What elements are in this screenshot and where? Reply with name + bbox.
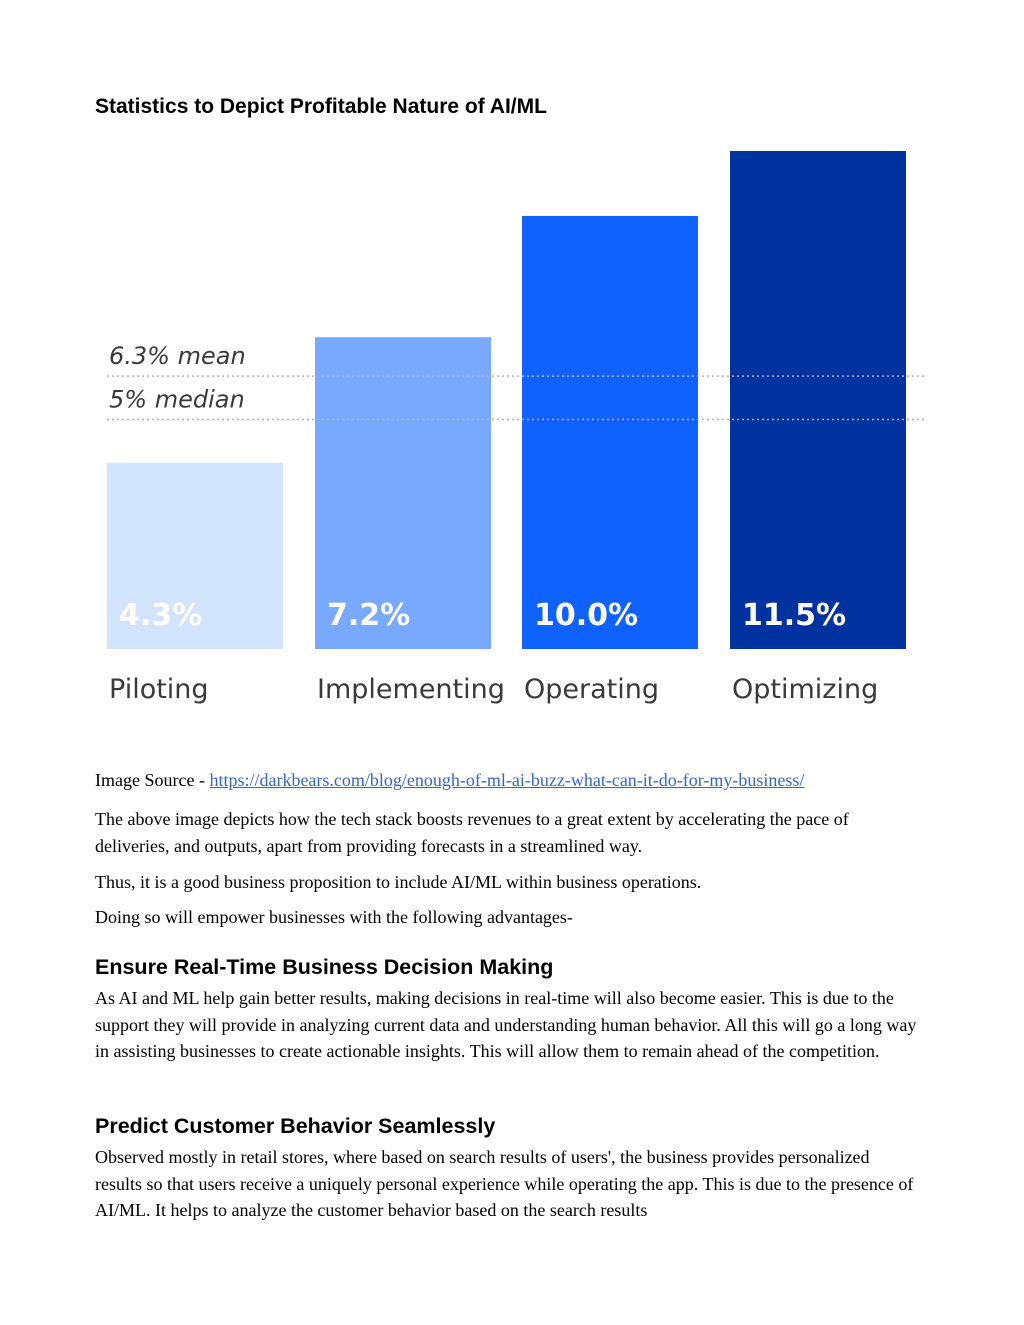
- image-source-prefix: Image Source -: [95, 770, 210, 790]
- reference-line-label-1: 5% median: [109, 385, 245, 413]
- chart-svg: 6.3% mean 5% median 4.3% Piloting 7.2% Imple…: [95, 140, 927, 730]
- image-source-link[interactable]: https://darkbears.com/blog/enough-of-ml-…: [209, 770, 805, 790]
- reference-line-label-0: 6.3% mean: [109, 342, 246, 370]
- bar-piloting: [107, 462, 283, 649]
- image-source-line: Image Source - https://darkbears.com/blo…: [95, 770, 925, 791]
- bar-implementing: [315, 337, 491, 649]
- section-body-real-time: As AI and ML help gain better results, m…: [95, 988, 917, 1061]
- category-label-operating: Operating: [524, 674, 659, 705]
- bar-optimizing: [730, 151, 906, 649]
- reference-lines-layer: 6.3% mean 5% median: [107, 342, 927, 421]
- revenue-bar-chart: 6.3% mean 5% median 4.3% Piloting 7.2% Imple…: [95, 140, 927, 730]
- paragraph-proposition: Thus, it is a good business proposition …: [95, 872, 702, 892]
- bar-operating: [522, 215, 698, 649]
- bar-value-label-optimizing: 11.5%: [742, 598, 846, 633]
- section-body-customer-behavior: Observed mostly in retail stores, where …: [95, 1147, 914, 1220]
- category-label-piloting: Piloting: [109, 674, 209, 705]
- bar-value-label-operating: 10.0%: [534, 598, 638, 633]
- labels-layer: 4.3% Piloting 7.2% Implementing 10.0% Operati…: [109, 598, 878, 705]
- section-heading-customer-behavior: Predict Customer Behavior Seamlessly: [95, 1114, 496, 1138]
- bar-value-label-piloting: 4.3%: [119, 598, 202, 633]
- section-heading-real-time: Ensure Real-Time Business Decision Makin…: [95, 955, 554, 979]
- document-title: Statistics to Depict Profitable Nature o…: [95, 95, 547, 118]
- paragraph-advantages: Doing so will empower businesses with th…: [95, 907, 573, 927]
- bars-layer: [107, 151, 906, 649]
- bar-value-label-implementing: 7.2%: [327, 598, 410, 633]
- category-label-optimizing: Optimizing: [732, 674, 878, 705]
- paragraph-intro: The above image depicts how the tech sta…: [95, 809, 849, 856]
- category-label-implementing: Implementing: [317, 674, 505, 705]
